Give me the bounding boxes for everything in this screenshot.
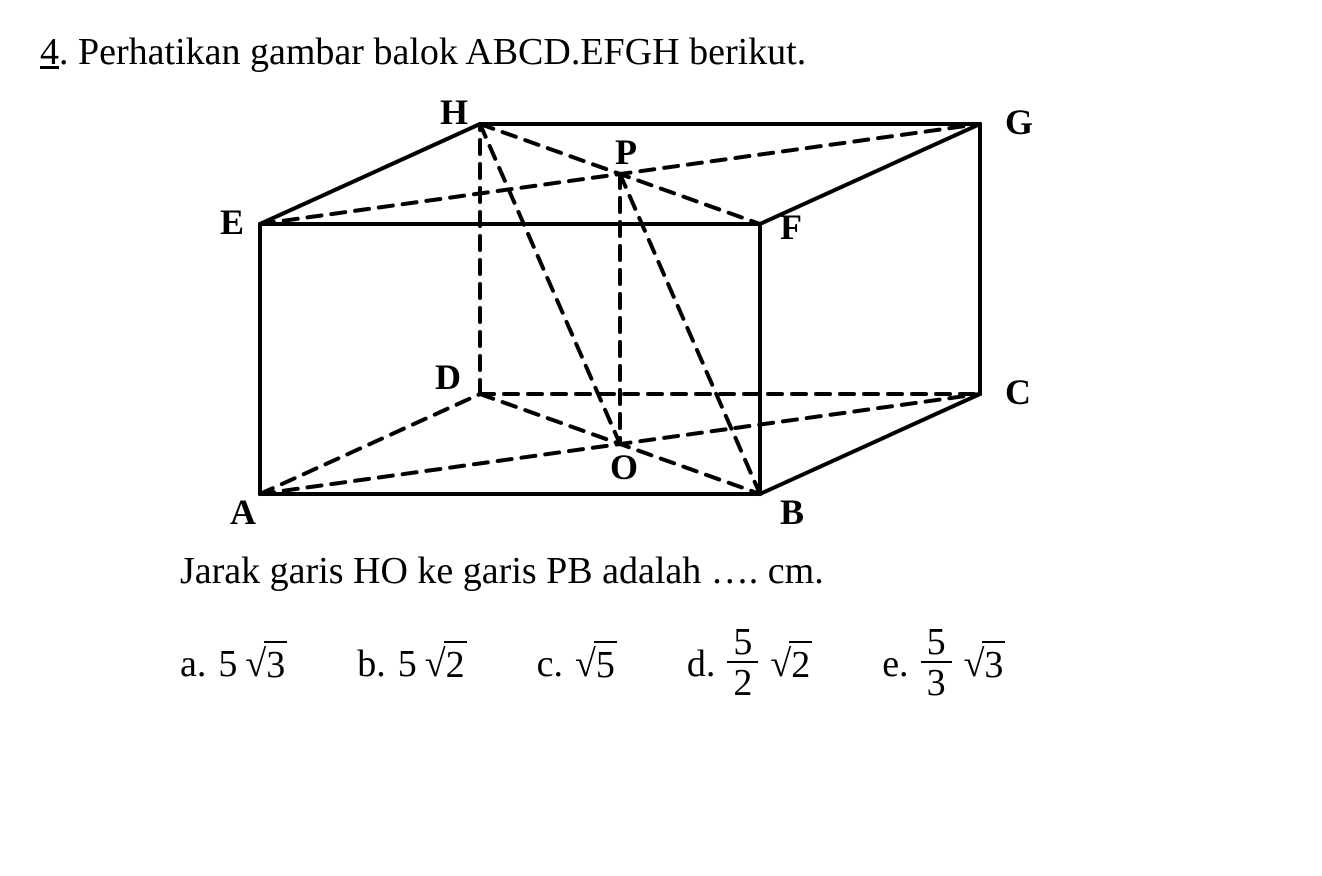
answer-c: c. √5 xyxy=(537,641,617,687)
answer-options: a. 5√3 b. 5√2 c.√5 d.52√2 e.53√3 xyxy=(180,623,1282,705)
vertex-label-D: D xyxy=(435,357,461,397)
answer-d-letter: d. xyxy=(687,642,716,686)
answer-d-sqrt: 2 xyxy=(789,641,812,687)
vertex-label-B: B xyxy=(780,492,804,532)
vertex-label-F: F xyxy=(780,207,802,247)
fraction-icon: 53 xyxy=(921,623,952,705)
answer-d: d.52√2 xyxy=(687,623,812,705)
question-prompt-text: Perhatikan gambar balok ABCD.EFGH beriku… xyxy=(78,31,806,73)
vertex-label-P: P xyxy=(615,132,637,172)
answer-a-sqrt: 3 xyxy=(264,641,287,687)
vertex-label-H: H xyxy=(440,94,468,132)
cuboid-diagram: A B C D E F G H O P xyxy=(180,94,1080,534)
answer-e-num: 5 xyxy=(921,623,952,663)
answer-d-num: 5 xyxy=(727,623,758,663)
vertex-label-C: C xyxy=(1005,372,1031,412)
sqrt-icon: √2 xyxy=(770,641,812,687)
answer-c-letter: c. xyxy=(537,642,563,686)
answer-b-coef: 5 xyxy=(398,642,417,686)
question-prompt: 4. Perhatikan gambar balok ABCD.EFGH ber… xyxy=(40,30,1282,74)
sqrt-icon: √3 xyxy=(964,641,1006,687)
sqrt-icon: √5 xyxy=(575,641,617,687)
answer-b-sqrt: 2 xyxy=(444,641,467,687)
answer-a-coef: 5 xyxy=(218,642,237,686)
answer-e-sqrt: 3 xyxy=(982,641,1005,687)
answer-e: e.53√3 xyxy=(882,623,1005,705)
sqrt-icon: √2 xyxy=(425,641,467,687)
answer-b-letter: b. xyxy=(357,642,386,686)
answer-a: a. 5√3 xyxy=(180,641,287,687)
cuboid-svg: A B C D E F G H O P xyxy=(180,94,1080,534)
question-number: 4 xyxy=(40,31,59,73)
answer-a-letter: a. xyxy=(180,642,206,686)
vertex-label-E: E xyxy=(220,202,244,242)
vertex-label-G: G xyxy=(1005,102,1033,142)
answer-e-den: 3 xyxy=(921,663,952,705)
answer-e-letter: e. xyxy=(882,642,908,686)
sqrt-icon: √3 xyxy=(245,641,287,687)
edge-HO xyxy=(480,124,620,444)
vertex-label-A: A xyxy=(230,492,256,532)
sub-question-text: Jarak garis HO ke garis PB adalah …. cm. xyxy=(180,549,1282,593)
answer-b: b. 5√2 xyxy=(357,641,466,687)
fraction-icon: 52 xyxy=(727,623,758,705)
answer-c-sqrt: 5 xyxy=(594,641,617,687)
answer-d-den: 2 xyxy=(727,663,758,705)
vertex-label-O: O xyxy=(610,447,638,487)
